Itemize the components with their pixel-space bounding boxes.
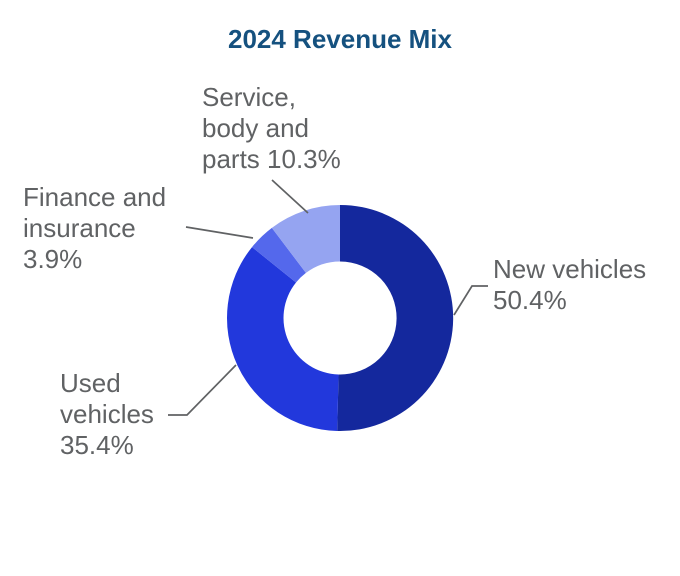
callout-used-vehicles: Used vehicles 35.4% xyxy=(60,368,154,460)
donut-slice-new-vehicles xyxy=(337,204,454,431)
callout-service-body-parts: Service, body and parts 10.3% xyxy=(202,82,341,174)
leader-line-service xyxy=(271,179,309,214)
callout-new-vehicles: New vehicles 50.4% xyxy=(493,254,647,315)
leader-line-finance xyxy=(185,226,254,239)
donut-slices xyxy=(226,204,454,431)
donut-slice-service-body-and-parts xyxy=(271,205,340,273)
donut-slice-finance-and-insurance xyxy=(252,227,306,283)
leader-lines xyxy=(168,179,488,416)
chart-title: 2024 Revenue Mix xyxy=(227,24,452,54)
leader-line-used xyxy=(168,364,237,416)
callout-finance-insurance: Finance and insurance 3.9% xyxy=(23,182,167,274)
leader-line-new xyxy=(453,285,488,316)
donut-slice-used-vehicles xyxy=(226,247,339,431)
